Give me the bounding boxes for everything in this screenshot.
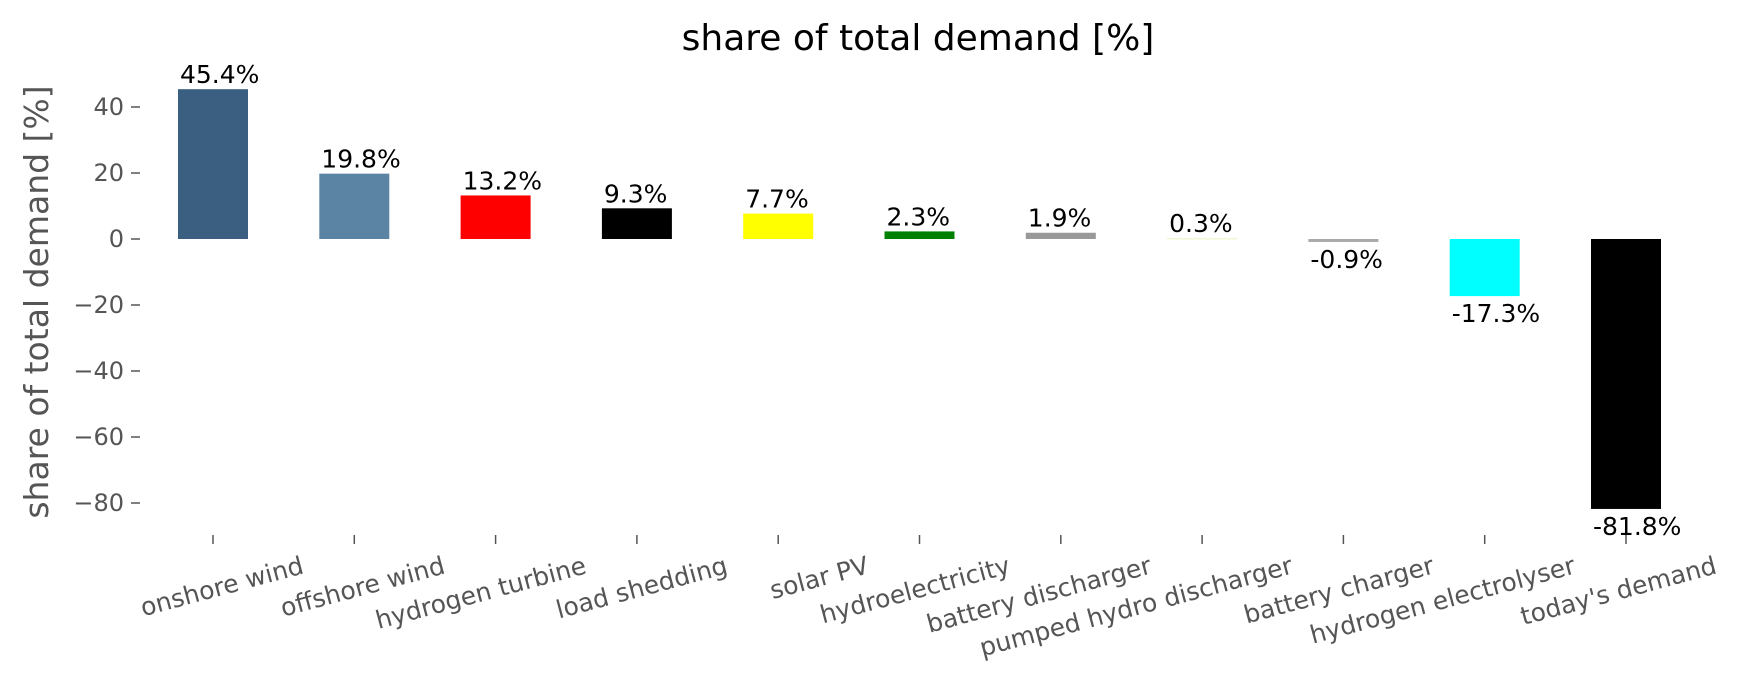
bar-hydrogen-electrolyser: [1450, 239, 1520, 296]
data-label: 1.9%: [1028, 204, 1092, 233]
bar-hydroelectricity: [885, 231, 955, 239]
chart-title: share of total demand [%]: [682, 18, 1155, 59]
data-label: 13.2%: [463, 166, 542, 195]
bar-pumped-hydro-discharger: [1167, 238, 1237, 240]
bar-onshore-wind: [178, 89, 248, 239]
y-tick-label: 0: [109, 225, 124, 253]
bar-load-shedding: [602, 208, 672, 239]
bar-offshore-wind: [319, 174, 389, 239]
data-label: -17.3%: [1452, 299, 1540, 328]
y-tick-label: −60: [73, 423, 124, 451]
bar-hydrogen-turbine: [461, 195, 531, 239]
y-tick-label: −40: [73, 357, 124, 385]
bar-today-s-demand: [1591, 239, 1661, 509]
data-label: 7.7%: [745, 185, 809, 214]
bar-battery-charger: [1308, 239, 1378, 242]
bar-solar-pv: [743, 214, 813, 239]
bar-battery-discharger: [1026, 233, 1096, 239]
data-label: 2.3%: [887, 202, 951, 231]
y-tick-label: 20: [93, 159, 124, 187]
y-tick-label: −20: [73, 291, 124, 319]
data-label: 9.3%: [604, 179, 668, 208]
y-axis: 40 20 0 −20 −40 −60 −80: [73, 93, 140, 517]
data-label: 19.8%: [321, 145, 400, 174]
data-label: 45.4%: [180, 60, 259, 89]
y-tick-label: −80: [73, 489, 124, 517]
data-label: -81.8%: [1593, 512, 1681, 541]
data-labels: 45.4% 19.8% 13.2% 9.3% 7.7% 2.3% 1.9% 0.3% -0.9%…: [180, 60, 1681, 541]
data-label: 0.3%: [1169, 209, 1233, 238]
y-tick-label: 40: [93, 93, 124, 121]
y-axis-label: share of total demand [%]: [17, 85, 56, 518]
data-label: -0.9%: [1310, 245, 1383, 274]
